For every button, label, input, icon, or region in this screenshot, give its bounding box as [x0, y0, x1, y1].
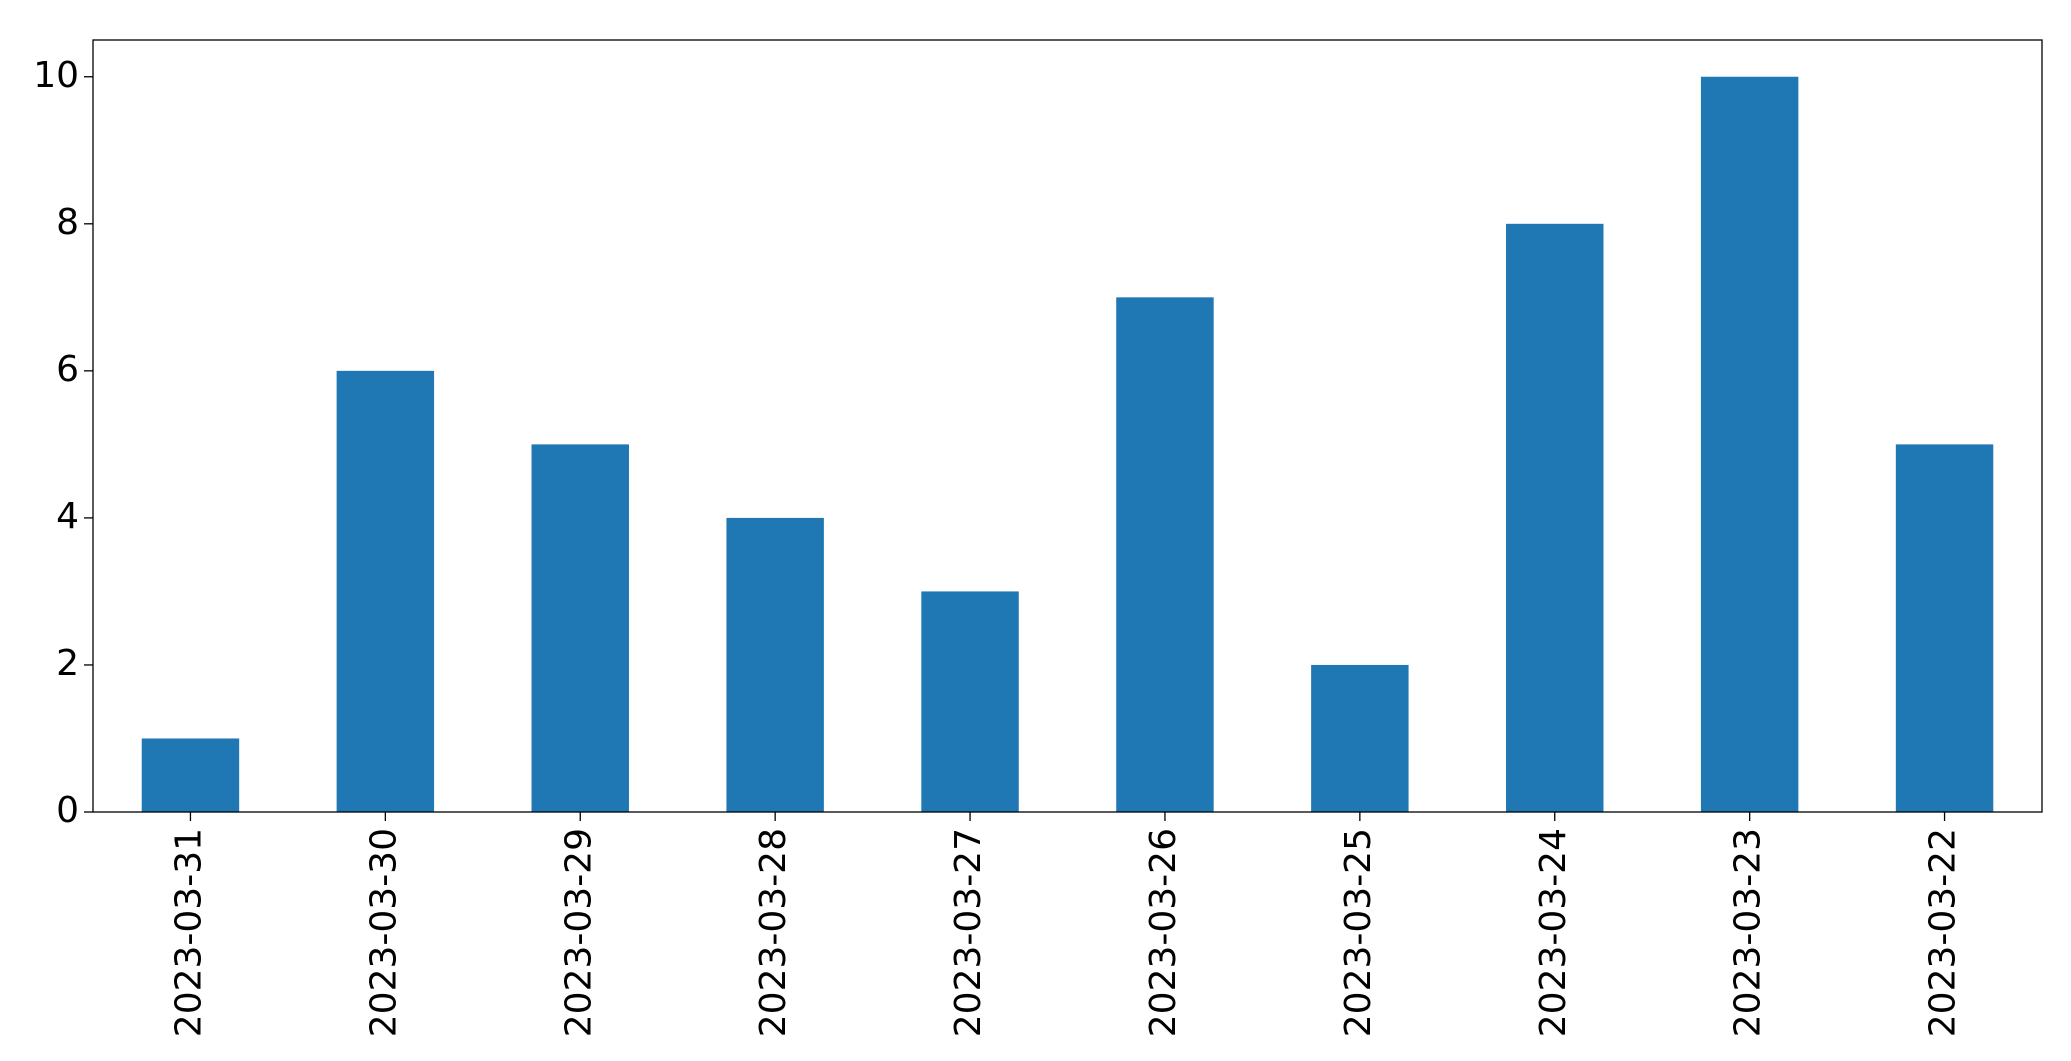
- bar: [336, 370, 435, 812]
- bar: [921, 591, 1019, 812]
- x-tick-label: 2023-03-25: [1338, 828, 1379, 1037]
- x-tick-label: 2023-03-30: [363, 828, 404, 1037]
- x-tick-label: 2023-03-29: [558, 828, 599, 1037]
- bar: [1116, 297, 1214, 812]
- bar: [531, 444, 629, 812]
- bar: [1895, 444, 1994, 812]
- bar: [141, 738, 240, 812]
- y-tick-label: 10: [33, 55, 79, 96]
- x-tick-label: 2023-03-27: [948, 828, 989, 1037]
- plot-frame: [92, 39, 2043, 813]
- x-tick-label: 2023-03-28: [753, 828, 794, 1037]
- y-tick-label: 0: [56, 790, 79, 831]
- x-tick-label: 2023-03-23: [1728, 828, 1769, 1037]
- x-tick-label: 2023-03-31: [168, 828, 209, 1037]
- bar: [726, 517, 824, 812]
- y-tick-label: 6: [56, 349, 79, 390]
- x-tick-label: 2023-03-22: [1923, 828, 1964, 1037]
- x-tick-label: 2023-03-26: [1143, 828, 1184, 1037]
- y-tick-label: 4: [56, 496, 79, 537]
- bar: [1311, 664, 1409, 812]
- bar: [1506, 223, 1604, 813]
- x-tick-label: 2023-03-24: [1533, 828, 1574, 1037]
- y-tick-label: 8: [56, 202, 79, 243]
- y-tick-label: 2: [56, 643, 79, 684]
- bar: [1700, 76, 1799, 812]
